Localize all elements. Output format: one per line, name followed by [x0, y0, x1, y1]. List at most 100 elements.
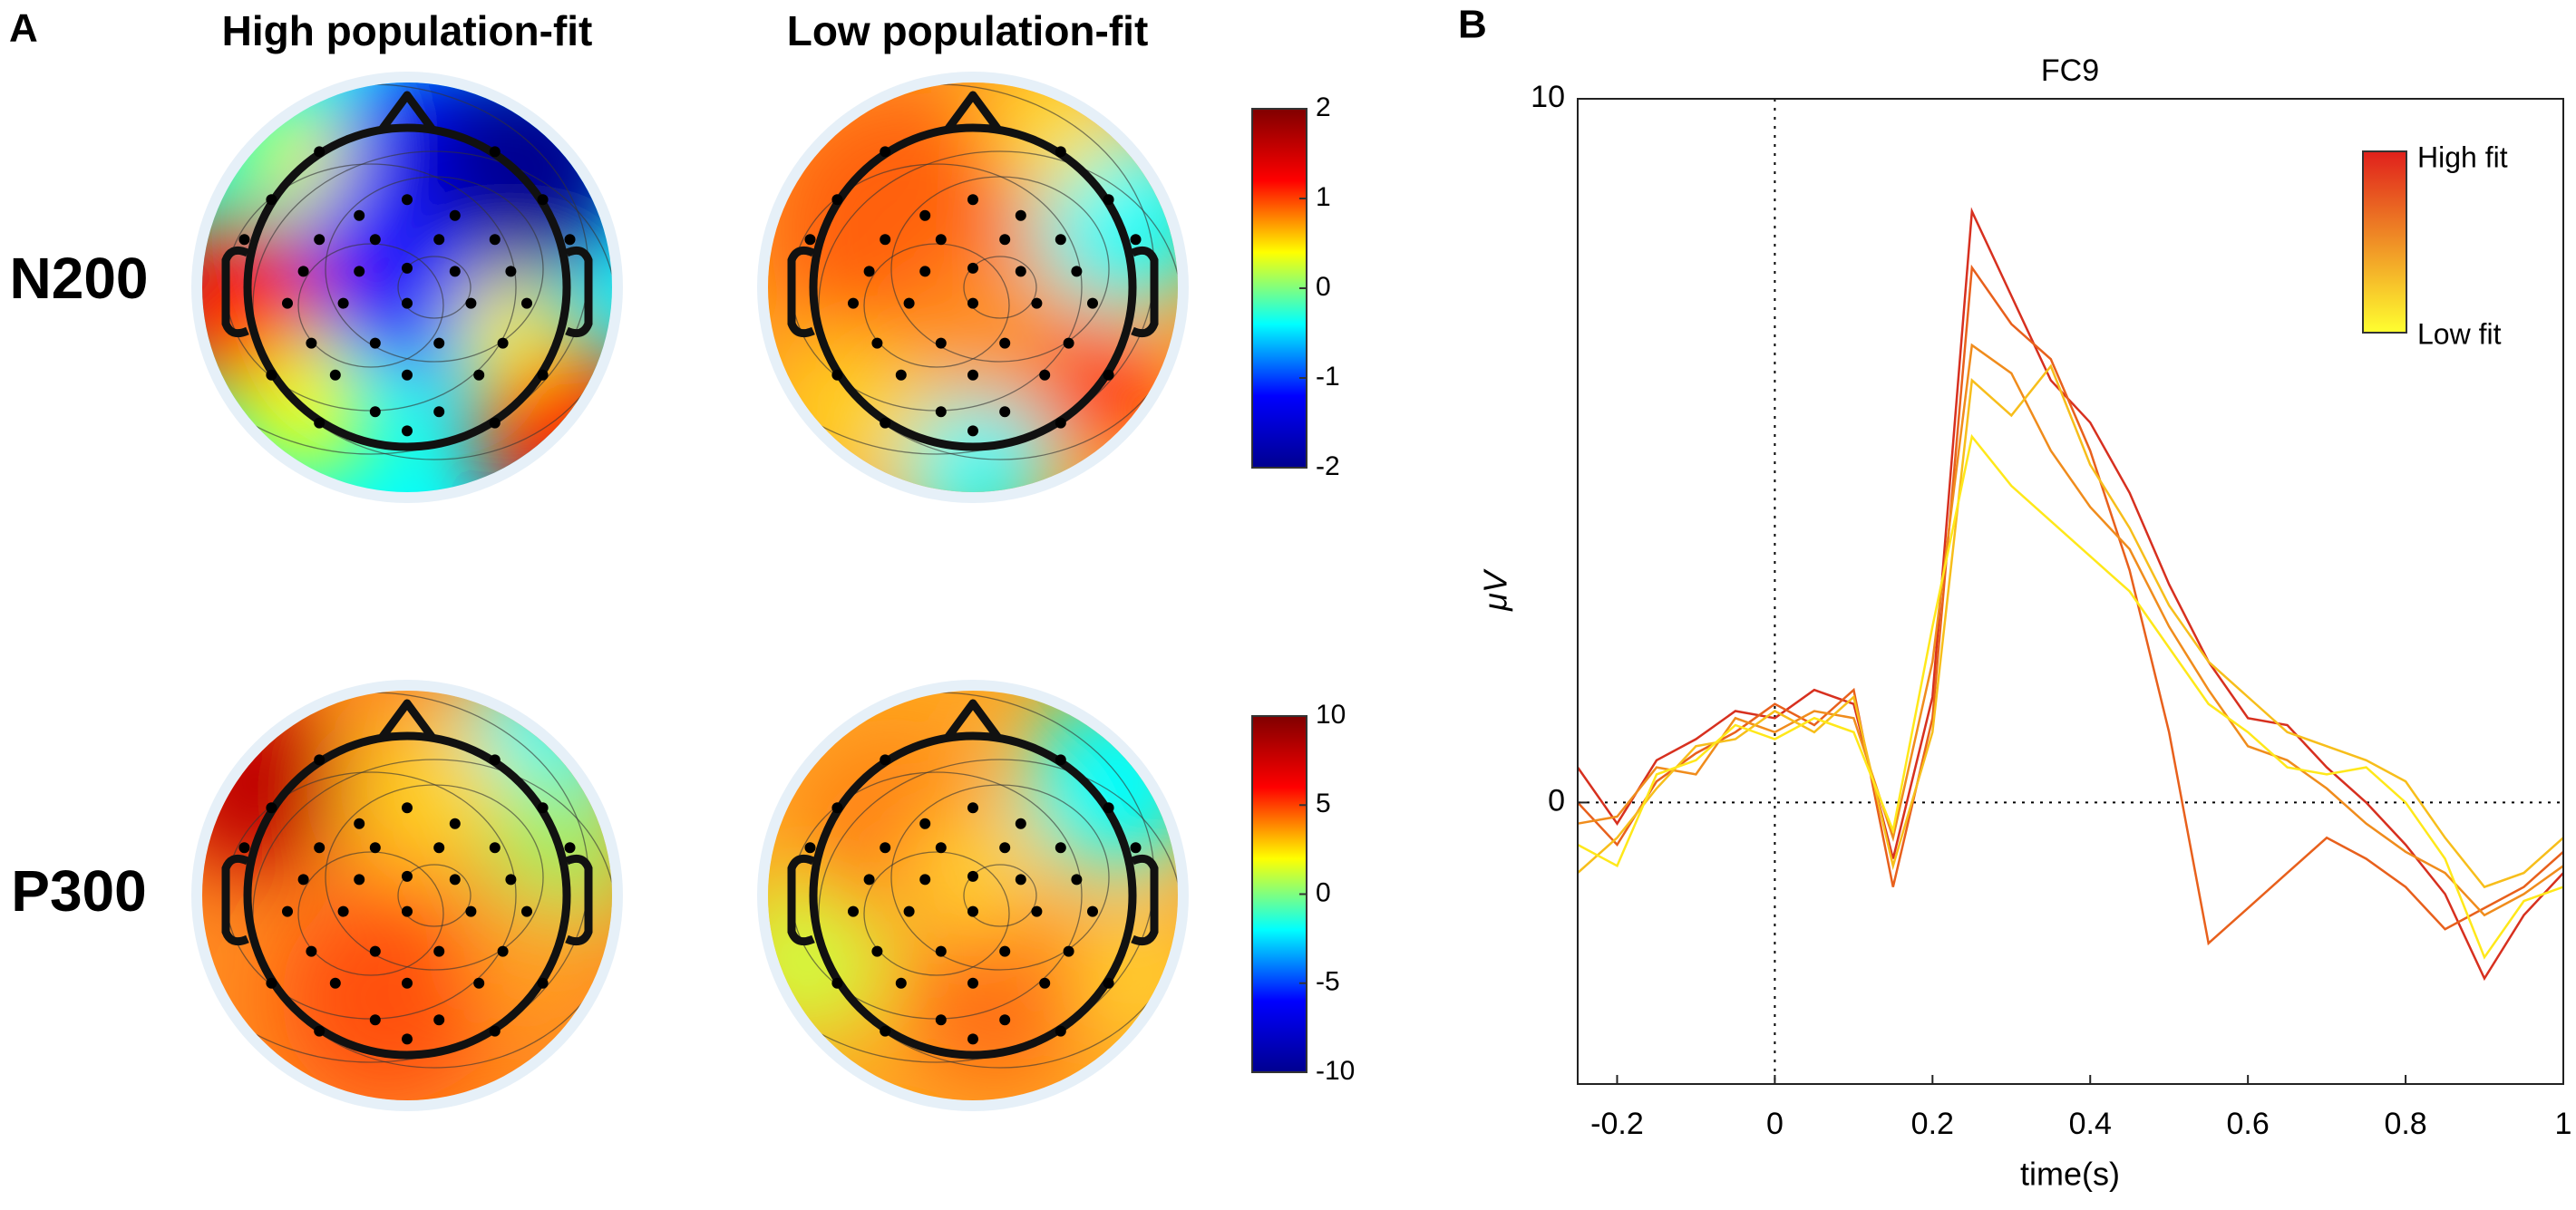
- electrode: [999, 337, 1011, 349]
- electrode: [564, 842, 576, 854]
- electrode: [537, 802, 549, 814]
- electrode: [497, 337, 509, 349]
- electrode: [266, 977, 277, 989]
- row-label: N200: [10, 246, 149, 311]
- nose: [944, 699, 1002, 741]
- topomap-blob: [892, 381, 1054, 492]
- ear: [221, 854, 249, 946]
- electrode: [935, 337, 947, 349]
- electrode: [999, 842, 1011, 854]
- electrode: [402, 369, 413, 381]
- electrode: [505, 266, 517, 277]
- row-label: P300: [11, 858, 146, 924]
- electrode: [369, 945, 381, 957]
- electrode: [465, 905, 477, 917]
- legend-colorbar: [2362, 150, 2407, 334]
- electrode: [935, 406, 947, 418]
- x-tick-label: 0.8: [2384, 1107, 2426, 1141]
- series-line: [1577, 343, 2564, 917]
- electrode: [1031, 905, 1043, 917]
- electrode: [880, 146, 891, 158]
- electrode: [433, 945, 445, 957]
- chart-title: FC9: [2041, 53, 2099, 88]
- legend-label: Low fit: [2417, 317, 2502, 350]
- electrode: [282, 905, 293, 917]
- x-tick-label: 0.2: [1911, 1107, 1954, 1141]
- electrode: [433, 406, 445, 418]
- electrode: [848, 297, 859, 309]
- electrode: [369, 1014, 381, 1026]
- head-outline: [809, 731, 1137, 1060]
- electrode: [402, 297, 413, 309]
- panel-label: B: [1458, 3, 1487, 47]
- electrode: [1015, 209, 1026, 221]
- electrode: [999, 234, 1011, 246]
- contour: [297, 243, 444, 368]
- ear: [565, 246, 593, 338]
- electrode: [473, 977, 485, 989]
- colorbar: [1251, 715, 1307, 1073]
- electrode: [369, 337, 381, 349]
- electrode: [1087, 905, 1098, 917]
- electrode: [238, 234, 250, 246]
- y-tick-label: 10: [1531, 80, 1565, 114]
- electrode: [1039, 977, 1051, 989]
- electrode: [1071, 266, 1083, 277]
- electrode: [282, 297, 293, 309]
- electrode: [433, 337, 445, 349]
- colorbar-tick-label: 1: [1316, 182, 1331, 212]
- contour: [963, 864, 1037, 927]
- colorbar-tick-label: 2: [1316, 92, 1331, 122]
- electrode: [402, 977, 413, 989]
- topomap-blob: [770, 330, 930, 490]
- nose: [378, 699, 436, 741]
- electrode: [831, 977, 843, 989]
- electrode: [449, 818, 461, 829]
- contour: [818, 150, 1178, 460]
- electrode: [919, 818, 931, 829]
- electrode: [1071, 874, 1083, 886]
- electrode: [489, 842, 501, 854]
- panel-label: A: [9, 6, 38, 51]
- electrode: [967, 425, 978, 437]
- electrode: [903, 905, 915, 917]
- electrode: [497, 945, 509, 957]
- electrode: [935, 945, 947, 957]
- x-tick-label: -0.2: [1590, 1107, 1644, 1141]
- electrode: [967, 870, 978, 882]
- ear: [221, 246, 249, 338]
- electrode: [266, 802, 277, 814]
- electrode: [1055, 1025, 1066, 1037]
- electrode: [489, 146, 501, 158]
- electrode: [1015, 818, 1026, 829]
- colorbar-tick-label: 0: [1316, 877, 1331, 907]
- electrode: [433, 234, 445, 246]
- electrode: [1103, 802, 1114, 814]
- electrode: [999, 1014, 1011, 1026]
- electrode: [537, 977, 549, 989]
- electrode: [402, 905, 413, 917]
- electrode: [402, 1033, 413, 1045]
- x-tick-label: 0.4: [2069, 1107, 2112, 1141]
- electrode: [1015, 266, 1026, 277]
- series-line: [1577, 363, 2564, 889]
- electrode: [449, 874, 461, 886]
- electrode: [863, 266, 875, 277]
- electrode: [1130, 842, 1142, 854]
- electrode: [314, 417, 326, 429]
- electrode: [880, 417, 891, 429]
- electrode: [354, 874, 365, 886]
- electrode: [449, 266, 461, 277]
- electrode: [354, 209, 365, 221]
- electrode: [564, 234, 576, 246]
- electrode: [238, 842, 250, 854]
- contour: [863, 243, 1010, 368]
- colorbar-tick-label: 0: [1316, 272, 1331, 302]
- y-axis-label: μV: [1477, 568, 1514, 612]
- head-outline: [243, 731, 571, 1060]
- plot-frame: [1577, 98, 2564, 1085]
- colorbar: [1251, 108, 1307, 469]
- electrode: [919, 266, 931, 277]
- electrode: [831, 369, 843, 381]
